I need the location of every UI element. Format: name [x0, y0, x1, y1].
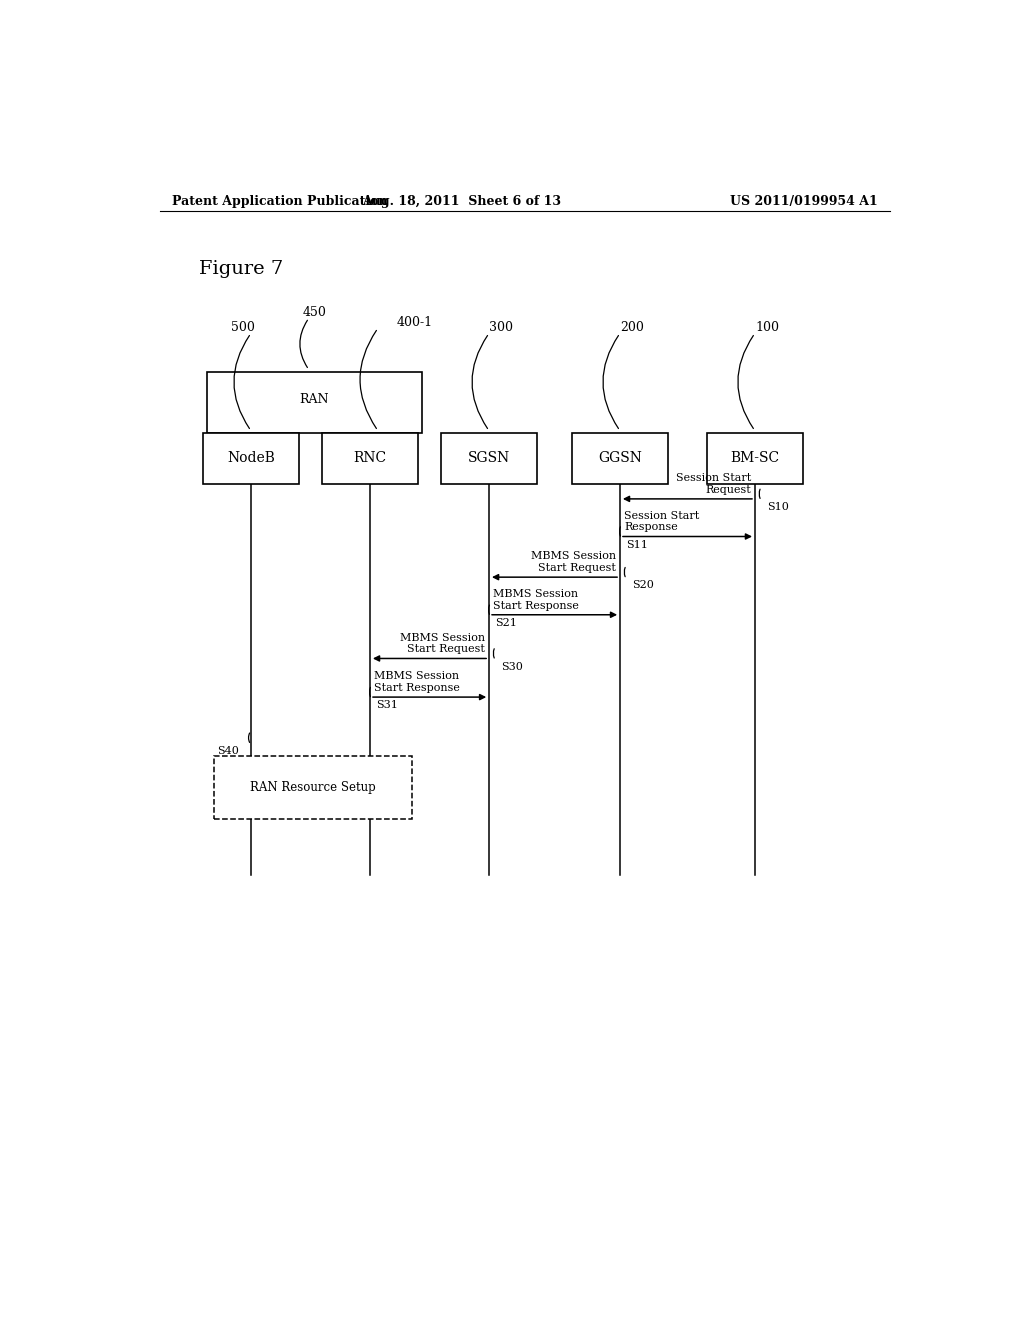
Text: 100: 100 — [755, 321, 779, 334]
FancyBboxPatch shape — [708, 433, 803, 483]
Text: S40: S40 — [217, 746, 240, 756]
Text: 500: 500 — [231, 321, 255, 334]
Text: S30: S30 — [501, 661, 523, 672]
Text: 200: 200 — [620, 321, 644, 334]
Text: Session Start
Request: Session Start Request — [676, 474, 751, 495]
Text: S31: S31 — [377, 700, 398, 710]
Text: GGSN: GGSN — [598, 451, 642, 465]
Text: BM-SC: BM-SC — [730, 451, 779, 465]
Text: Figure 7: Figure 7 — [200, 260, 284, 279]
Text: Patent Application Publication: Patent Application Publication — [172, 195, 387, 209]
Text: S21: S21 — [496, 618, 517, 628]
Text: 400-1: 400-1 — [396, 315, 432, 329]
FancyBboxPatch shape — [572, 433, 668, 483]
Text: RAN Resource Setup: RAN Resource Setup — [250, 781, 376, 795]
Text: 450: 450 — [303, 306, 327, 318]
Text: S11: S11 — [627, 540, 648, 549]
Text: SGSN: SGSN — [468, 451, 510, 465]
FancyBboxPatch shape — [207, 372, 422, 433]
Text: Aug. 18, 2011  Sheet 6 of 13: Aug. 18, 2011 Sheet 6 of 13 — [361, 195, 561, 209]
Text: 300: 300 — [489, 321, 513, 334]
Text: NodeB: NodeB — [227, 451, 275, 465]
Text: MBMS Session
Start Response: MBMS Session Start Response — [494, 589, 579, 611]
Text: Session Start
Response: Session Start Response — [624, 511, 699, 532]
FancyBboxPatch shape — [214, 756, 412, 818]
Text: MBMS Session
Start Request: MBMS Session Start Request — [530, 552, 616, 573]
Text: MBMS Session
Start Request: MBMS Session Start Request — [400, 632, 485, 655]
Text: S20: S20 — [632, 581, 653, 590]
Text: S10: S10 — [767, 502, 788, 512]
Text: RNC: RNC — [353, 451, 387, 465]
FancyBboxPatch shape — [323, 433, 418, 483]
FancyBboxPatch shape — [441, 433, 537, 483]
Text: MBMS Session
Start Response: MBMS Session Start Response — [374, 672, 460, 693]
Text: RAN: RAN — [300, 393, 330, 405]
Text: US 2011/0199954 A1: US 2011/0199954 A1 — [730, 195, 878, 209]
FancyBboxPatch shape — [204, 433, 299, 483]
